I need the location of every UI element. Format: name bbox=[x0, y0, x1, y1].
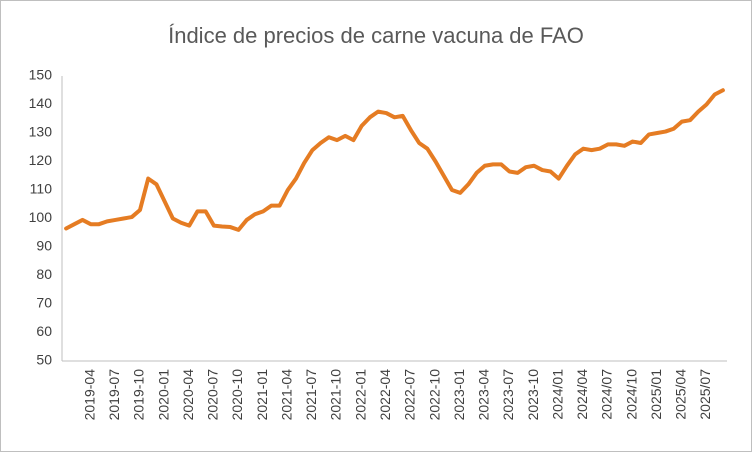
x-tick-label: 2019-10 bbox=[131, 369, 147, 421]
y-tick-label: 110 bbox=[30, 181, 53, 197]
chart-title: Índice de precios de carne vacuna de FAO bbox=[168, 23, 584, 48]
y-tick-label: 70 bbox=[36, 295, 52, 311]
x-tick-label: 2022-04 bbox=[377, 369, 393, 421]
y-tick-label: 150 bbox=[29, 67, 53, 83]
x-tick-label: 2025/07 bbox=[697, 369, 713, 420]
x-tick-label: 2024/04 bbox=[574, 369, 590, 420]
y-tick-label: 50 bbox=[36, 352, 52, 368]
x-tick-label: 2022-07 bbox=[402, 369, 418, 421]
x-tick-label: 2022-10 bbox=[426, 369, 442, 421]
x-tick-label: 2023-07 bbox=[500, 369, 516, 421]
x-tick-label: 2021-10 bbox=[328, 369, 344, 421]
x-tick-label: 2024/10 bbox=[623, 369, 639, 420]
x-tick-label: 2024/07 bbox=[599, 369, 615, 420]
y-tick-label: 140 bbox=[29, 95, 53, 111]
x-tick-label: 2021-01 bbox=[254, 369, 270, 421]
x-tick-label: 2024/01 bbox=[549, 369, 565, 420]
x-tick-label: 2021-04 bbox=[278, 369, 294, 421]
x-tick-label: 2022-01 bbox=[352, 369, 368, 421]
x-tick-label: 2023-10 bbox=[525, 369, 541, 421]
x-tick-label: 2019-04 bbox=[81, 369, 97, 421]
y-tick-label: 120 bbox=[29, 152, 53, 168]
line-series bbox=[64, 88, 725, 232]
y-tick-label: 130 bbox=[29, 124, 53, 140]
y-tick-label: 60 bbox=[36, 323, 52, 339]
x-tick-label: 2020-07 bbox=[205, 369, 221, 421]
x-tick-label: 2020-04 bbox=[180, 369, 196, 421]
x-tick-label: 2019-07 bbox=[106, 369, 122, 421]
x-tick-label: 2020-01 bbox=[155, 369, 171, 421]
x-tick-label: 2025/04 bbox=[673, 369, 689, 420]
x-tick-label: 2025/01 bbox=[648, 369, 664, 420]
x-tick-label: 2020-10 bbox=[229, 369, 245, 421]
y-tick-label: 100 bbox=[29, 209, 53, 225]
x-tick-label: 2023-04 bbox=[476, 369, 492, 421]
x-tick-label: 2023-01 bbox=[451, 369, 467, 421]
y-tick-label: 90 bbox=[36, 238, 52, 254]
x-tick-label: 2021-07 bbox=[303, 369, 319, 421]
y-tick-label: 80 bbox=[36, 266, 52, 282]
